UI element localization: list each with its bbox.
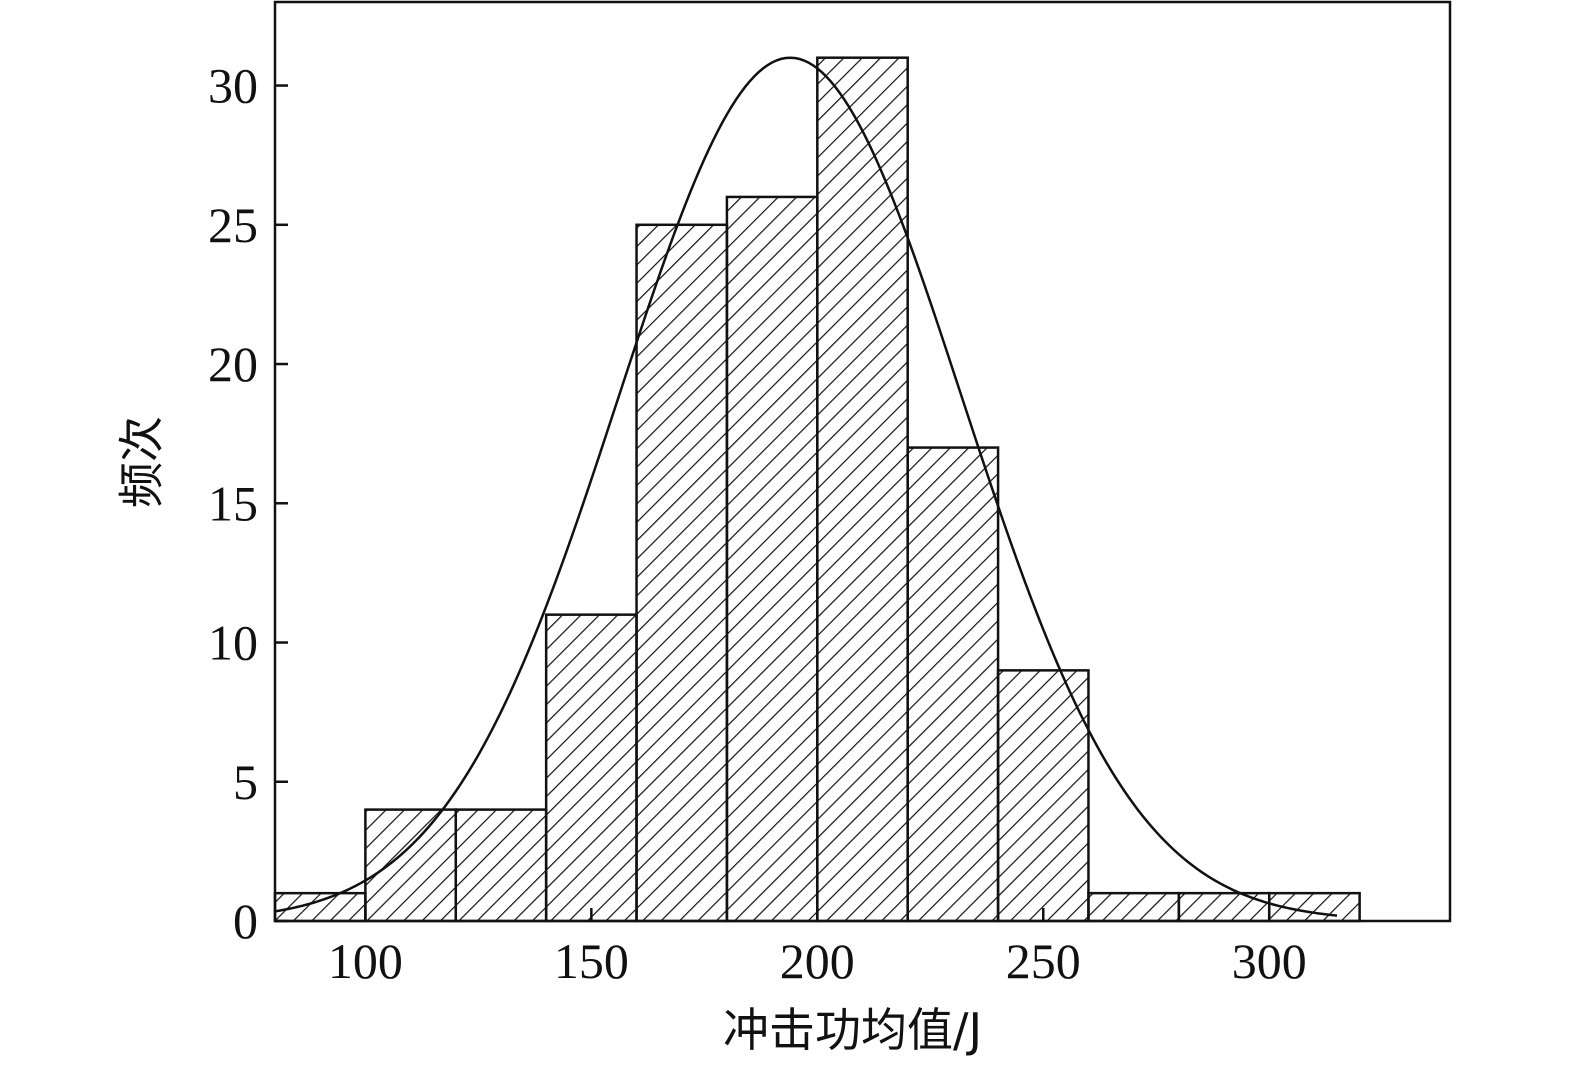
- histogram-bar: [906, 446, 1000, 923]
- x-tick-label: 200: [780, 933, 855, 989]
- x-axis-ticks: 100 150 200 250 300: [328, 908, 1307, 989]
- y-tick-label: 30: [208, 58, 258, 114]
- x-tick-label: 100: [328, 933, 403, 989]
- histogram-bar: [273, 891, 367, 923]
- histogram-bar: [544, 613, 638, 923]
- histogram-bar: [816, 56, 909, 923]
- normal-fit-curve-layer: [274, 56, 1338, 917]
- histogram-bar: [725, 195, 819, 923]
- y-axis-ticks: 0 5 10 15 20 25 30: [208, 58, 288, 949]
- y-tick-label: 15: [208, 475, 258, 531]
- histogram-bar: [635, 223, 729, 923]
- y-tick-label: 20: [208, 336, 258, 392]
- y-tick-label: 0: [233, 893, 258, 949]
- histogram-bar: [1177, 891, 1271, 923]
- bars: [273, 56, 1361, 923]
- plot-frame: [273, 0, 1452, 923]
- histogram-bar: [364, 808, 458, 923]
- histogram-bar: [996, 669, 1090, 923]
- x-tick-label: 300: [1232, 933, 1307, 989]
- x-axis-title: 冲击功均值/J: [723, 1003, 982, 1057]
- y-tick-label: 10: [208, 615, 258, 671]
- histogram-bar: [1087, 891, 1181, 923]
- y-tick-label: 25: [208, 197, 258, 253]
- histogram-bar: [454, 808, 548, 923]
- normal-fit-curve: [274, 56, 1338, 917]
- y-tick-label: 5: [233, 754, 258, 810]
- x-tick-label: 150: [554, 933, 629, 989]
- x-tick-label: 250: [1006, 933, 1081, 989]
- y-axis-title: 频次: [115, 416, 169, 508]
